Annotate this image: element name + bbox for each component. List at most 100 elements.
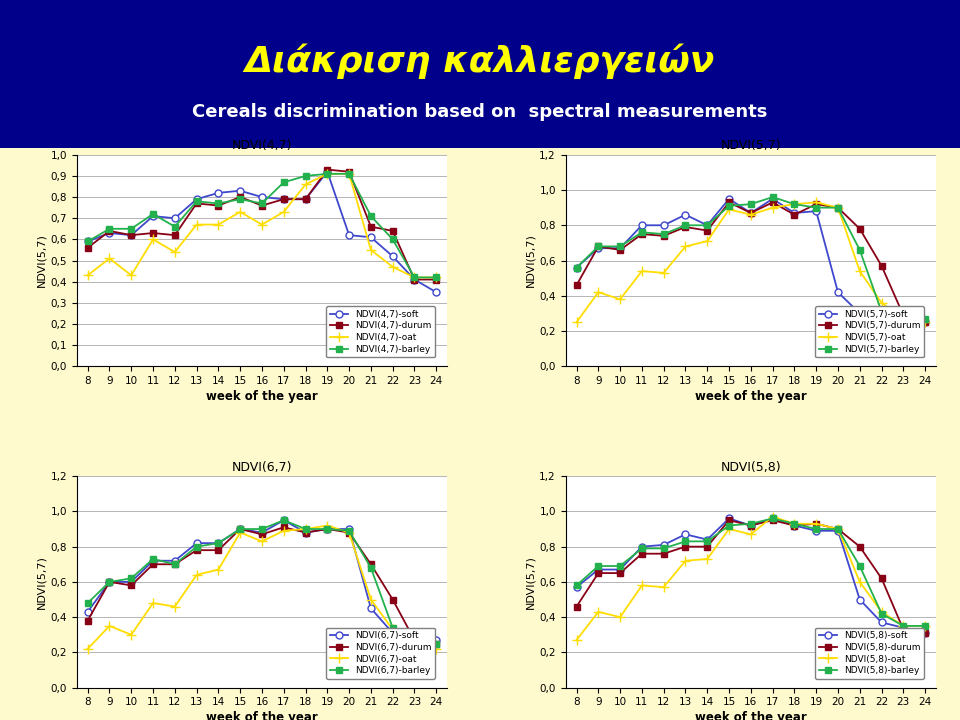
NDVI(5,7)-oat: [898, 315, 909, 323]
NDVI(5,8)-oat: [832, 525, 844, 534]
NDVI(5,8)-soft: [680, 530, 691, 539]
NDVI(4,7)-oat: [409, 273, 420, 282]
X-axis label: week of the year: week of the year: [695, 390, 806, 403]
NDVI(6,7)-soft: [300, 528, 311, 537]
NDVI(4,7)-soft: [430, 288, 442, 297]
NDVI(6,7)-durum: [300, 528, 311, 537]
Y-axis label: NDVI(5,7): NDVI(5,7): [525, 233, 535, 287]
NDVI(6,7)-soft: [169, 557, 180, 565]
NDVI(5,8)-durum: [745, 521, 756, 530]
NDVI(5,7)-durum: [723, 198, 734, 207]
NDVI(4,7)-oat: [126, 271, 137, 279]
NDVI(5,7)-oat: [680, 242, 691, 251]
NDVI(5,8)-soft: [788, 521, 800, 530]
NDVI(4,7)-durum: [300, 195, 311, 204]
NDVI(5,7)-soft: [788, 209, 800, 217]
Line: NDVI(6,7)-oat: NDVI(6,7)-oat: [83, 521, 441, 654]
NDVI(5,7)-durum: [658, 232, 669, 240]
NDVI(6,7)-barley: [82, 599, 93, 608]
NDVI(6,7)-barley: [104, 577, 115, 586]
NDVI(4,7)-oat: [300, 180, 311, 189]
NDVI(4,7)-soft: [169, 214, 180, 222]
NDVI(4,7)-barley: [256, 199, 268, 208]
NDVI(4,7)-soft: [387, 252, 398, 261]
NDVI(5,7)-oat: [614, 295, 626, 304]
NDVI(5,8)-soft: [920, 629, 931, 637]
NDVI(6,7)-soft: [430, 636, 442, 644]
NDVI(5,8)-barley: [876, 609, 887, 618]
NDVI(6,7)-durum: [430, 639, 442, 648]
NDVI(5,7)-soft: [702, 221, 713, 230]
NDVI(5,8)-soft: [876, 618, 887, 626]
NDVI(5,7)-durum: [680, 222, 691, 231]
NDVI(4,7)-soft: [409, 275, 420, 284]
NDVI(5,7)-soft: [854, 309, 866, 318]
NDVI(4,7)-soft: [126, 231, 137, 240]
NDVI(4,7)-barley: [169, 222, 180, 231]
NDVI(5,7)-oat: [810, 198, 822, 207]
NDVI(5,7)-oat: [745, 210, 756, 219]
NDVI(5,8)-durum: [854, 542, 866, 551]
NDVI(5,7)-soft: [832, 288, 844, 297]
NDVI(6,7)-barley: [169, 560, 180, 569]
NDVI(6,7)-oat: [126, 631, 137, 639]
NDVI(6,7)-oat: [169, 602, 180, 611]
Line: NDVI(4,7)-oat: NDVI(4,7)-oat: [83, 169, 441, 282]
NDVI(5,7)-barley: [614, 242, 626, 251]
NDVI(5,8)-oat: [767, 513, 779, 521]
Text: Cereals discrimination based on  spectral measurements: Cereals discrimination based on spectral…: [192, 102, 768, 120]
NDVI(5,7)-barley: [636, 228, 648, 237]
NDVI(5,7)-soft: [810, 207, 822, 215]
NDVI(6,7)-durum: [126, 581, 137, 590]
NDVI(5,7)-barley: [788, 200, 800, 209]
NDVI(6,7)-oat: [344, 528, 355, 537]
Legend: NDVI(5,8)-soft, NDVI(5,8)-durum, NDVI(5,8)-oat, NDVI(5,8)-barley: NDVI(5,8)-soft, NDVI(5,8)-durum, NDVI(5,…: [815, 628, 924, 679]
NDVI(5,8)-barley: [723, 521, 734, 530]
NDVI(5,7)-soft: [658, 221, 669, 230]
X-axis label: week of the year: week of the year: [206, 711, 318, 720]
NDVI(5,7)-soft: [636, 221, 648, 230]
NDVI(6,7)-durum: [365, 560, 376, 569]
NDVI(4,7)-durum: [344, 167, 355, 176]
Line: NDVI(6,7)-soft: NDVI(6,7)-soft: [84, 517, 440, 644]
NDVI(5,8)-durum: [658, 549, 669, 558]
Line: NDVI(6,7)-barley: NDVI(6,7)-barley: [84, 517, 440, 647]
NDVI(5,8)-barley: [920, 621, 931, 630]
Line: NDVI(4,7)-durum: NDVI(4,7)-durum: [84, 166, 440, 283]
NDVI(6,7)-oat: [191, 570, 203, 579]
NDVI(4,7)-barley: [387, 235, 398, 243]
NDVI(5,8)-oat: [876, 608, 887, 616]
NDVI(5,8)-oat: [571, 636, 583, 644]
NDVI(6,7)-barley: [213, 539, 225, 547]
NDVI(6,7)-oat: [387, 625, 398, 634]
NDVI(6,7)-barley: [344, 526, 355, 535]
Title: NDVI(5,8): NDVI(5,8): [721, 461, 781, 474]
NDVI(5,8)-barley: [592, 562, 604, 570]
NDVI(5,8)-oat: [723, 525, 734, 534]
NDVI(6,7)-soft: [256, 528, 268, 537]
NDVI(4,7)-soft: [234, 186, 246, 195]
NDVI(6,7)-oat: [104, 621, 115, 630]
NDVI(6,7)-soft: [126, 577, 137, 586]
NDVI(5,8)-oat: [636, 581, 648, 590]
NDVI(5,8)-soft: [702, 535, 713, 544]
NDVI(5,7)-oat: [920, 318, 931, 326]
NDVI(5,7)-durum: [920, 318, 931, 326]
NDVI(4,7)-barley: [82, 237, 93, 246]
NDVI(4,7)-barley: [126, 225, 137, 233]
NDVI(4,7)-durum: [191, 199, 203, 208]
NDVI(6,7)-soft: [82, 608, 93, 616]
NDVI(6,7)-oat: [430, 644, 442, 653]
NDVI(6,7)-barley: [365, 564, 376, 572]
NDVI(5,8)-oat: [592, 608, 604, 616]
NDVI(4,7)-durum: [82, 243, 93, 252]
NDVI(6,7)-soft: [387, 629, 398, 637]
Y-axis label: NDVI(5,7): NDVI(5,7): [36, 555, 46, 609]
NDVI(4,7)-soft: [213, 189, 225, 197]
NDVI(4,7)-durum: [213, 201, 225, 210]
NDVI(4,7)-barley: [365, 212, 376, 220]
NDVI(4,7)-barley: [344, 169, 355, 178]
NDVI(5,7)-durum: [898, 311, 909, 320]
NDVI(5,8)-soft: [614, 565, 626, 574]
Title: NDVI(5,7): NDVI(5,7): [721, 139, 781, 152]
